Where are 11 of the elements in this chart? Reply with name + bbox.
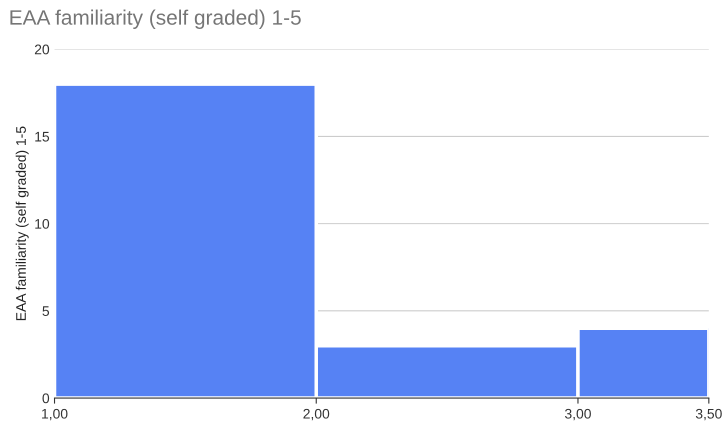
- y-tick-label: 0: [42, 393, 50, 404]
- chart-title: EAA familiarity (self graded) 1-5: [10, 10, 301, 29]
- x-tick-label: 2,00: [303, 408, 330, 420]
- x-tick-label: 3,50: [696, 408, 722, 420]
- y-tick-label: 15: [35, 132, 50, 142]
- x-tick-label: 1,00: [42, 408, 68, 420]
- x-tick-label: 3,00: [564, 408, 591, 420]
- y-tick-label: 10: [35, 218, 50, 229]
- y-axis-title: EAA familiarity (self graded) 1-5: [16, 126, 29, 320]
- y-tick-label: 20: [34, 44, 50, 54]
- y-tick-label: 5: [42, 306, 50, 316]
